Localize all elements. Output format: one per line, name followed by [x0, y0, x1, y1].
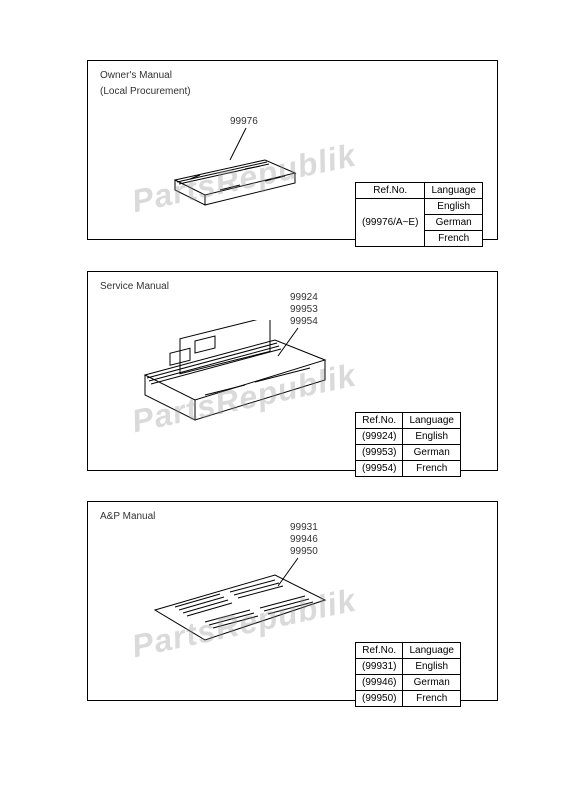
service-manual-ref-table: Ref.No. Language (99924) English (99953)… — [355, 412, 461, 477]
service-manual-book-icon — [135, 320, 335, 440]
service-manual-part-number-2: 99953 — [290, 304, 318, 315]
table-cell: English — [425, 199, 483, 215]
table-cell: French — [425, 231, 483, 247]
table-cell: (99954) — [356, 461, 403, 477]
owners-manual-subtitle: (Local Procurement) — [100, 86, 191, 97]
table-cell: English — [403, 659, 461, 675]
ap-manual-title: A&P Manual — [100, 511, 155, 522]
table-header-refno: Ref.No. — [356, 413, 403, 429]
table-cell: German — [425, 215, 483, 231]
table-cell: (99976/A~E) — [356, 199, 425, 247]
table-header-language: Language — [403, 643, 461, 659]
ap-manual-ref-table: Ref.No. Language (99931) English (99946)… — [355, 642, 461, 707]
service-manual-title: Service Manual — [100, 281, 169, 292]
table-header-language: Language — [403, 413, 461, 429]
table-header-language: Language — [425, 183, 483, 199]
owners-manual-title: Owner's Manual — [100, 70, 172, 81]
ap-manual-part-number-1: 99931 — [290, 522, 318, 533]
owners-manual-book-icon — [170, 145, 300, 215]
table-cell: (99950) — [356, 691, 403, 707]
ap-manual-part-number-3: 99950 — [290, 546, 318, 557]
table-cell: English — [403, 429, 461, 445]
table-cell: French — [403, 461, 461, 477]
table-cell: (99953) — [356, 445, 403, 461]
table-header-refno: Ref.No. — [356, 183, 425, 199]
ap-manual-part-number-2: 99946 — [290, 534, 318, 545]
table-cell: (99924) — [356, 429, 403, 445]
service-manual-part-number-1: 99924 — [290, 292, 318, 303]
table-header-refno: Ref.No. — [356, 643, 403, 659]
table-cell: French — [403, 691, 461, 707]
table-cell: German — [403, 675, 461, 691]
owners-manual-ref-table: Ref.No. Language (99976/A~E) English Ger… — [355, 182, 483, 247]
table-cell: (99931) — [356, 659, 403, 675]
ap-manual-sheet-icon — [145, 560, 335, 670]
owners-manual-part-number: 99976 — [230, 116, 258, 127]
service-manual-part-number-3: 99954 — [290, 316, 318, 327]
table-cell: (99946) — [356, 675, 403, 691]
table-cell: German — [403, 445, 461, 461]
